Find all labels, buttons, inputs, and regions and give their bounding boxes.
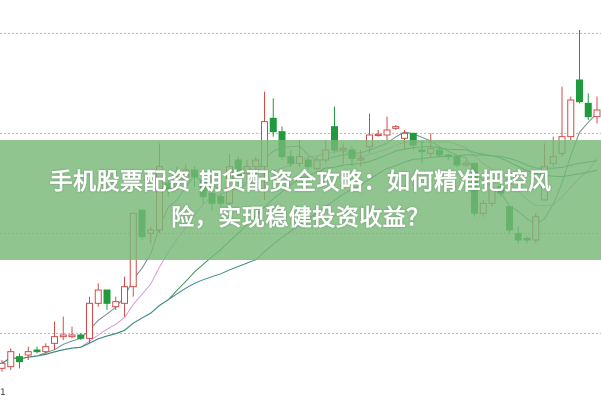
candle-up: [7, 351, 15, 368]
candle-up: [383, 129, 391, 136]
candle-down: [33, 349, 41, 353]
candle-up: [401, 132, 408, 139]
candle-up: [51, 336, 58, 344]
candle-up: [112, 301, 120, 308]
corner-tick-label: 1: [0, 388, 6, 398]
candle-down: [77, 334, 85, 339]
candle-up: [68, 334, 76, 338]
candle-up: [94, 289, 102, 304]
candle-up: [24, 351, 32, 356]
candle-down: [269, 117, 277, 133]
candle-up: [59, 334, 67, 338]
candle-up: [86, 302, 93, 339]
candle-up: [0, 362, 6, 369]
candle-down: [16, 356, 23, 363]
candle-down: [103, 289, 111, 304]
candle-up: [593, 109, 601, 118]
candle-up: [392, 126, 400, 129]
title-line-1: 手机股票配资 期货配资全攻略：如何精准把控风: [49, 169, 552, 195]
candle-up: [42, 346, 50, 353]
candle-down: [584, 102, 592, 118]
title-banner: 手机股票配资 期货配资全攻略：如何精准把控风 险，实现稳健投资收益？: [0, 140, 601, 260]
title-line-2: 险，实现稳健投资收益？: [171, 205, 430, 231]
candle-down: [576, 79, 583, 103]
candle-up: [567, 99, 575, 138]
candle-up: [121, 286, 128, 304]
candle-up: [374, 133, 382, 137]
